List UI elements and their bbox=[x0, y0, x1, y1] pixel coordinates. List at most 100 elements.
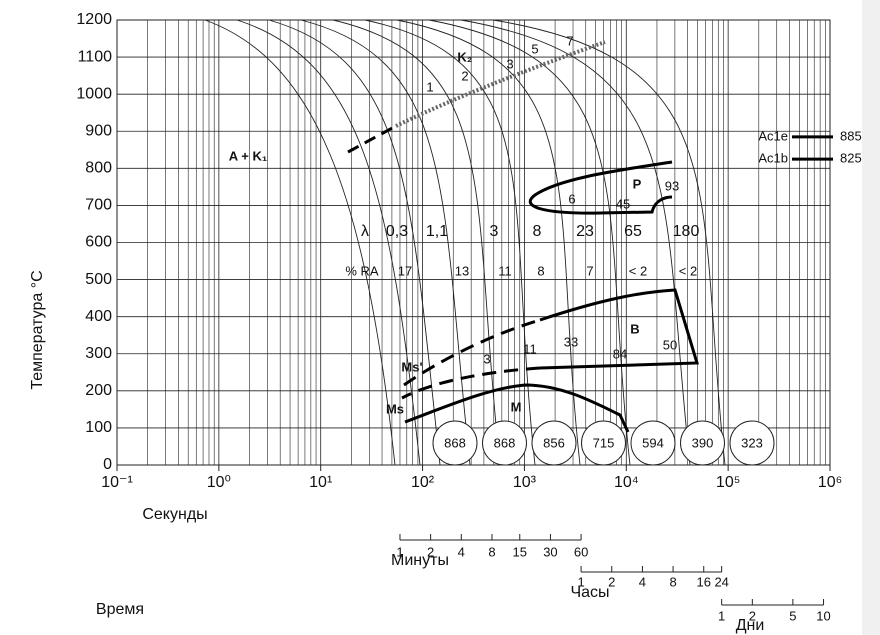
y-tick-label: 1000 bbox=[76, 85, 112, 102]
curve-number: 1 bbox=[426, 79, 433, 94]
y-tick-label: 400 bbox=[85, 308, 112, 325]
b-number: 33 bbox=[564, 334, 578, 349]
phase-label: Ms' bbox=[401, 359, 422, 374]
y-tick-label: 100 bbox=[85, 419, 112, 436]
y-tick-label: 300 bbox=[85, 345, 112, 362]
ra-label: % RA bbox=[345, 263, 379, 278]
ra-value: 8 bbox=[537, 263, 544, 278]
lambda-value: 180 bbox=[673, 223, 700, 240]
hardness-value: 715 bbox=[593, 435, 615, 450]
b-number: 11 bbox=[523, 341, 537, 356]
y-tick-label: 0 bbox=[103, 456, 112, 473]
m-region bbox=[404, 383, 630, 433]
label-bg bbox=[452, 263, 472, 279]
time-scale-name: Секунды bbox=[142, 506, 207, 523]
phase-label: B bbox=[630, 321, 639, 336]
k2-line bbox=[395, 40, 606, 128]
label-bg bbox=[535, 263, 547, 279]
time-scale-label: 4 bbox=[639, 574, 646, 589]
cooling-curve bbox=[428, 19, 631, 466]
time-scale-name: Часы bbox=[570, 584, 609, 601]
x-tick-label: 10⁶ bbox=[818, 474, 842, 491]
curve-number: 3 bbox=[506, 56, 513, 71]
x-tick-label: 10⁴ bbox=[614, 474, 639, 491]
time-scale-label: 5 bbox=[789, 608, 796, 623]
time-scale-label: 1 bbox=[718, 608, 725, 623]
b-number: 84 bbox=[613, 346, 627, 361]
label-bg bbox=[395, 263, 415, 279]
time-scale-label: 30 bbox=[543, 544, 557, 559]
time-scale-label: 24 bbox=[714, 574, 728, 589]
label-bg bbox=[622, 223, 644, 241]
y-tick-label: 1100 bbox=[78, 48, 113, 65]
label-bg bbox=[383, 223, 411, 241]
hardness-value: 323 bbox=[741, 435, 763, 450]
phase-label: K₂ bbox=[457, 49, 472, 64]
cooling-curve bbox=[332, 19, 501, 466]
cooling-curve bbox=[268, 19, 441, 466]
margin-strip bbox=[862, 0, 880, 635]
y-tick-label: 800 bbox=[85, 160, 112, 177]
time-scale-name: Дни bbox=[736, 617, 765, 634]
time-scale-name: Минуты bbox=[391, 552, 449, 569]
hardness-value: 390 bbox=[692, 435, 714, 450]
time-scale-label: 15 bbox=[513, 544, 527, 559]
curve-number: 7 bbox=[566, 33, 573, 48]
hardness-value: 594 bbox=[642, 435, 664, 450]
x-axis-label: Время bbox=[96, 601, 144, 618]
time-scale-label: 60 bbox=[574, 544, 588, 559]
time-scale-label: 1 bbox=[396, 544, 403, 559]
b-region bbox=[539, 288, 699, 370]
label-bg bbox=[530, 223, 544, 241]
hardness-circle bbox=[581, 420, 626, 466]
hardness-value: 856 bbox=[543, 435, 565, 450]
y-axis-label: Температура °C bbox=[29, 270, 46, 389]
lambda-value: 1,1 bbox=[426, 223, 448, 240]
p-number: 93 bbox=[665, 178, 679, 193]
label-bg bbox=[676, 263, 700, 279]
hardness-circle bbox=[680, 420, 725, 466]
p-number: 45 bbox=[616, 196, 630, 211]
y-tick-label: 1200 bbox=[76, 11, 112, 28]
label-bg bbox=[584, 263, 596, 279]
time-scale-label: 4 bbox=[458, 544, 465, 559]
ac-value: 885 bbox=[840, 128, 862, 143]
x-tick-label: 10¹ bbox=[309, 474, 332, 491]
label-bg bbox=[626, 263, 650, 279]
label-bg bbox=[670, 223, 702, 241]
cooling-curve bbox=[300, 19, 471, 466]
k2-line-dashed bbox=[347, 124, 397, 154]
hardness-value: 868 bbox=[494, 435, 516, 450]
lambda-value: 65 bbox=[624, 223, 642, 240]
time-scale-label: 10 bbox=[816, 608, 830, 623]
b-number: 50 bbox=[663, 337, 677, 352]
label-bg bbox=[423, 223, 451, 241]
lambda-value: 23 bbox=[576, 223, 594, 240]
ra-value: 7 bbox=[586, 263, 593, 278]
ac-value: 825 bbox=[840, 151, 862, 166]
y-tick-label: 200 bbox=[85, 382, 112, 399]
curve-number: 2 bbox=[461, 68, 468, 83]
ra-value: 11 bbox=[498, 263, 512, 278]
lambda-label: λ bbox=[361, 223, 369, 240]
x-tick-label: 10⁵ bbox=[716, 474, 740, 491]
time-scale-label: 16 bbox=[697, 574, 711, 589]
cooling-curve bbox=[364, 19, 536, 466]
y-tick-label: 700 bbox=[85, 197, 112, 214]
ra-value: < 2 bbox=[629, 263, 647, 278]
lambda-value: 3 bbox=[490, 223, 499, 240]
hardness-circle bbox=[729, 420, 775, 466]
hardness-circle bbox=[482, 420, 527, 466]
phase-label: A + K₁ bbox=[229, 148, 268, 163]
x-tick-label: 10² bbox=[411, 474, 435, 491]
lambda-value: 8 bbox=[533, 223, 542, 240]
time-scale-label: 8 bbox=[488, 544, 495, 559]
y-tick-label: 500 bbox=[85, 271, 112, 288]
label-bg bbox=[574, 223, 596, 241]
hardness-value: 868 bbox=[444, 435, 466, 450]
label-bg bbox=[496, 263, 514, 279]
p-number: 6 bbox=[568, 191, 575, 206]
ra-value: 17 bbox=[398, 263, 412, 278]
cooling-curve bbox=[204, 19, 396, 466]
phase-label: Ms bbox=[386, 401, 404, 416]
